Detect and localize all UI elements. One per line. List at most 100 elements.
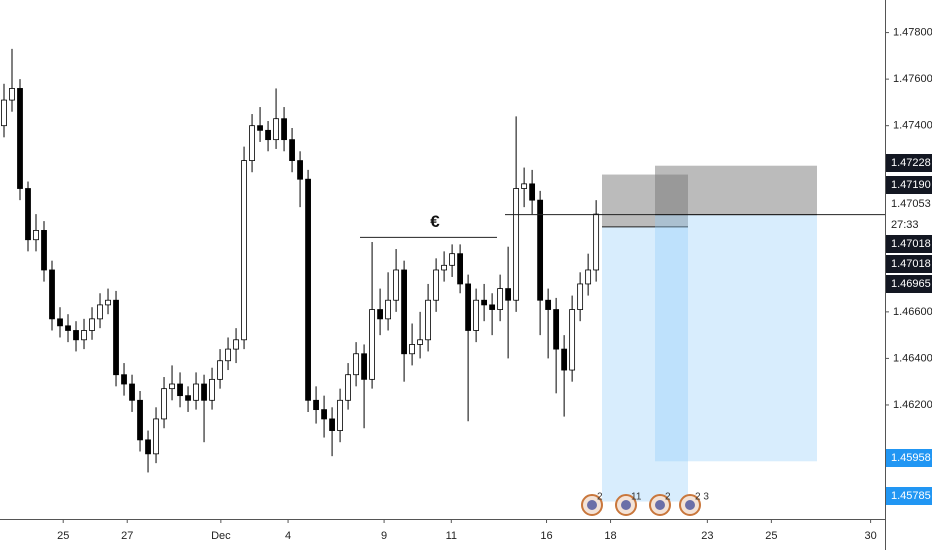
candle-body [17,88,23,189]
price-badge [886,487,932,505]
candle-body [193,383,199,401]
candle-body [33,230,39,241]
y-tick-label: 1.46200 [893,399,932,411]
candle-body [521,183,528,189]
candle-body [441,264,448,271]
candle-body [329,418,335,431]
candle-body [321,409,327,420]
event-icon-inner [587,500,597,510]
candle-body [417,339,423,345]
candle-body [561,348,568,371]
candle-body [281,118,287,141]
candle-body [513,188,520,301]
candle-body [217,360,223,380]
event-icon-inner [685,500,695,510]
x-tick-label: Dec [211,530,231,542]
candle-body [529,183,536,201]
candle-body [241,160,247,341]
candle-body [177,383,183,397]
candle-body [401,269,407,355]
candle-body [9,88,15,101]
x-tick-label: 27 [121,530,133,542]
candle-body [489,304,496,310]
candle-body [305,178,311,401]
candle-body [385,299,391,320]
candle-body [209,378,215,401]
candle-body [257,125,263,131]
y-tick-label: 1.47800 [893,26,932,38]
candle-body [201,383,207,401]
price-badge [886,216,932,234]
event-icon-inner [655,500,665,510]
candle-body [409,344,415,355]
candle-body [353,353,359,376]
candle-body [377,309,383,320]
candle-body [65,325,71,331]
x-tick-label: 25 [765,530,777,542]
candle-body [553,309,560,350]
price-badge-label: 1.45958 [891,452,931,464]
candle-body [313,399,319,411]
candle-body [161,388,167,420]
candle-body [185,395,191,401]
candle-body [129,383,135,401]
event-count: 2 [665,492,671,503]
candle-body [153,418,159,455]
price-badge-label: 1.47018 [891,258,931,270]
price-badge-label: 27:33 [891,219,919,231]
price-badge [886,255,932,273]
candle-body [297,160,303,180]
candle-body [361,353,367,380]
candle-body [289,139,295,161]
x-tick-label: 25 [57,530,69,542]
price-badge [886,195,932,213]
candle-body [113,299,119,376]
candle-body [73,330,79,341]
x-tick-label: 11 [446,530,457,542]
candle-body [265,129,271,141]
candle-body [89,318,95,331]
candle-body [393,269,399,301]
x-tick-label: 16 [540,530,552,542]
candle-body [369,309,375,380]
price-badge [886,449,932,467]
candle-body [473,299,480,331]
x-tick-label: 23 [701,530,713,542]
price-badge-label: 1.47053 [891,198,931,210]
candle-body [449,253,456,266]
y-tick-label: 1.46400 [893,352,932,364]
candle-body [497,288,504,310]
candle-body [505,288,512,301]
candle-body [585,269,592,285]
price-badge [886,275,932,293]
stop-zone [655,165,817,215]
candle-body [225,348,231,362]
candle-body [577,283,584,310]
candle-body [49,269,55,320]
candle-body [345,374,351,401]
candle-body [137,399,143,441]
candle-body [57,318,63,327]
candle-body [425,299,431,341]
x-tick-label: 4 [285,530,291,542]
candle-body [105,299,111,306]
event-count: 2 3 [695,492,709,503]
target-zone [655,214,817,462]
price-badge [886,154,932,172]
candle-body [545,299,552,310]
candle-body [273,118,279,141]
price-badge-label: 1.45785 [891,490,931,502]
candle-body [25,188,31,241]
x-tick-label: 30 [864,530,876,542]
price-badge-label: 1.47190 [891,179,931,191]
price-badge-label: 1.47018 [891,238,931,250]
candle-body [41,230,47,271]
y-tick-label: 1.47400 [893,120,932,132]
candle-body [337,399,343,431]
x-tick-label: 9 [381,530,387,542]
candle-body [457,253,464,285]
price-badge [886,176,932,194]
candle-body [81,330,87,341]
candle-body [145,439,151,455]
